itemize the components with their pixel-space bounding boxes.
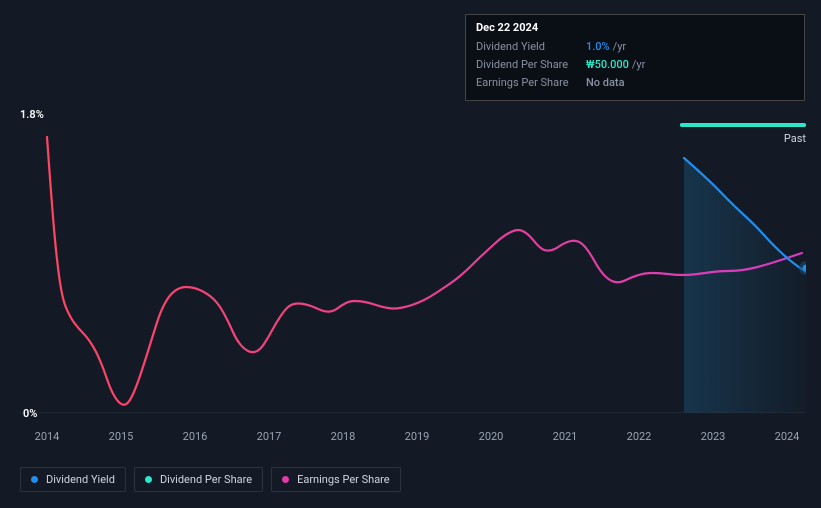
tooltip-row: Dividend Per Share₩50.000/yr xyxy=(476,56,794,74)
legend-item[interactable]: Dividend Per Share xyxy=(134,467,263,492)
tooltip-row-suffix: /yr xyxy=(613,38,626,56)
x-tick-label: 2023 xyxy=(701,430,726,443)
tooltip-row-value: No data xyxy=(586,74,625,92)
past-label: Past xyxy=(784,132,806,145)
tooltip-date: Dec 22 2024 xyxy=(476,21,794,34)
tooltip-row-value: ₩50.000 xyxy=(586,56,629,74)
tooltip-row: Earnings Per ShareNo data xyxy=(476,74,794,92)
x-tick-label: 2024 xyxy=(775,430,800,443)
chart-svg xyxy=(20,113,806,413)
x-tick-label: 2017 xyxy=(257,430,282,443)
legend-label: Earnings Per Share xyxy=(297,473,390,486)
x-tick-label: 2018 xyxy=(331,430,356,443)
tooltip-row-label: Dividend Yield xyxy=(476,38,586,56)
chart-legend: Dividend Yield Dividend Per Share Earnings… xyxy=(20,467,401,492)
tooltip-row-label: Earnings Per Share xyxy=(476,74,586,92)
x-tick-label: 2016 xyxy=(183,430,208,443)
legend-dot-icon xyxy=(282,476,289,483)
x-tick-label: 2021 xyxy=(553,430,578,443)
tooltip-row-label: Dividend Per Share xyxy=(476,56,586,74)
tooltip-row-value: 1.0% xyxy=(586,38,610,56)
legend-dot-icon xyxy=(31,476,38,483)
legend-item[interactable]: Dividend Yield xyxy=(20,467,126,492)
y-axis-bottom-label: 0% xyxy=(23,407,37,420)
tooltip-row-suffix: /yr xyxy=(632,56,645,74)
legend-label: Dividend Yield xyxy=(46,473,115,486)
chart-plot-area xyxy=(20,113,806,413)
x-tick-label: 2014 xyxy=(35,430,60,443)
x-tick-label: 2020 xyxy=(479,430,504,443)
legend-item[interactable]: Earnings Per Share xyxy=(271,467,401,492)
legend-label: Dividend Per Share xyxy=(160,473,252,486)
legend-dot-icon xyxy=(145,476,152,483)
x-tick-label: 2015 xyxy=(109,430,134,443)
chart-tooltip: Dec 22 2024 Dividend Yield1.0%/yrDividen… xyxy=(465,14,805,101)
x-tick-label: 2019 xyxy=(405,430,430,443)
x-tick-label: 2022 xyxy=(627,430,652,443)
tooltip-row: Dividend Yield1.0%/yr xyxy=(476,38,794,56)
